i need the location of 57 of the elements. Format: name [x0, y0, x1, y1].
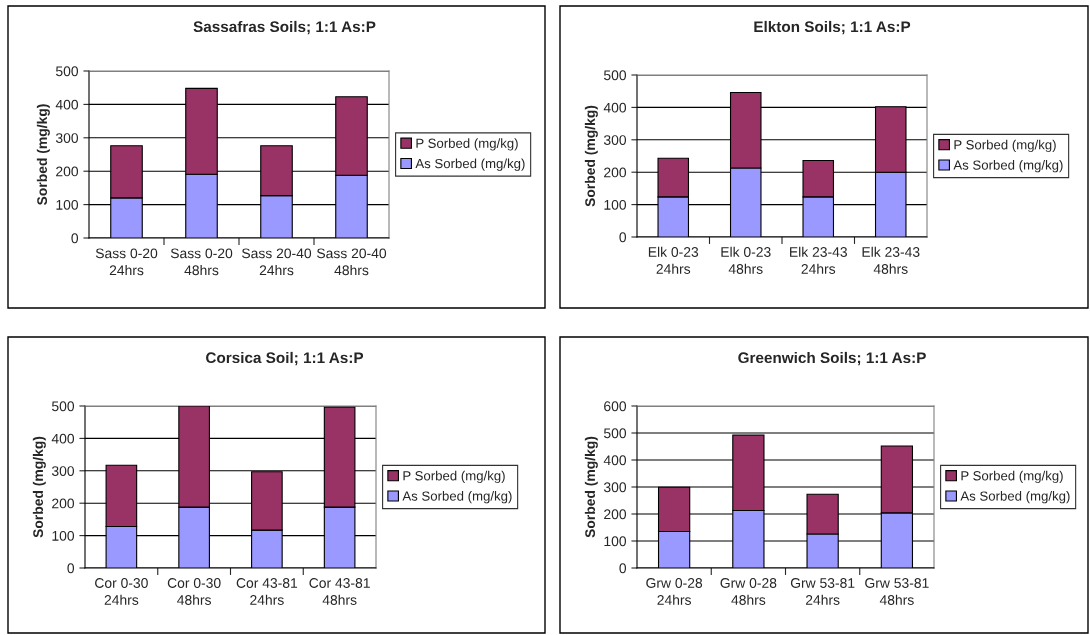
- y-tick-label: 100: [604, 199, 627, 210]
- y-tick-label: 0: [71, 233, 79, 244]
- x-tick-label: Sass 20-40 24hrs: [242, 248, 312, 276]
- x-tick-label: Grw 0-28 48hrs: [720, 578, 777, 605]
- y-tick-label: 400: [603, 102, 627, 113]
- y-tick-label: 300: [51, 466, 75, 476]
- y-tick-label: 300: [55, 133, 79, 143]
- y-tick-label: 500: [51, 401, 75, 412]
- x-tick-label: Cor 0-30 48hrs: [167, 578, 221, 605]
- x-tick-label: Sass 0-20 24hrs: [95, 248, 158, 276]
- legend-label: As Sorbed (mg/kg): [415, 158, 525, 171]
- x-tick-label: Elk 0-23 24hrs: [648, 246, 699, 274]
- x-tick-label: Cor 43-81 48hrs: [309, 578, 370, 605]
- y-tick-label: 300: [603, 482, 627, 493]
- x-tick-label: Cor 43-81 24hrs: [236, 578, 298, 605]
- legend-label: P Sorbed (mg/kg): [403, 470, 505, 484]
- y-tick-label: 200: [52, 498, 75, 509]
- x-tick-label: Elk 0-23 48hrs: [721, 246, 771, 274]
- y-axis-title: Sorbed (mg/kg): [36, 104, 50, 206]
- x-tick-label: Sass 0-20 48hrs: [170, 248, 233, 276]
- legend-label: P Sorbed (mg/kg): [961, 470, 1063, 484]
- x-tick-label: Elk 23-43 24hrs: [790, 246, 847, 274]
- y-tick-label: 0: [67, 563, 75, 574]
- legend-label: As Sorbed (mg/kg): [402, 491, 512, 504]
- y-tick-label: 0: [619, 232, 627, 243]
- legend-label: P Sorbed (mg/kg): [416, 138, 518, 151]
- y-tick-label: 300: [603, 135, 627, 145]
- y-tick-label: 200: [604, 167, 627, 178]
- chart-title: Elkton Soils; 1:1 As:P: [754, 20, 911, 35]
- x-tick-label: Elk 23-43 48hrs: [862, 246, 920, 274]
- chart-title: Corsica Soil; 1:1 As:P: [206, 351, 364, 366]
- y-tick-label: 500: [603, 428, 627, 439]
- legend-label: P Sorbed (mg/kg): [954, 139, 1056, 153]
- chart-title: Greenwich Soils; 1:1 As:P: [738, 351, 926, 366]
- y-axis-title: Sorbed (mg/kg): [584, 436, 598, 538]
- x-tick-label: Sass 20-40 48hrs: [317, 248, 387, 276]
- legend-label: As Sorbed (mg/kg): [960, 491, 1070, 504]
- y-tick-label: 500: [603, 70, 627, 81]
- x-tick-label: Grw 0-28 24hrs: [646, 578, 703, 605]
- y-tick-label: 200: [56, 166, 79, 177]
- x-tick-label: Cor 0-30 24hrs: [95, 578, 148, 605]
- y-axis-title: Sorbed (mg/kg): [584, 105, 598, 207]
- x-tick-label: Grw 53-81 48hrs: [865, 578, 929, 605]
- legend-label: As Sorbed (mg/kg): [953, 160, 1063, 173]
- x-tick-label: Grw 53-81 24hrs: [790, 578, 855, 605]
- y-tick-label: 400: [603, 455, 627, 466]
- y-tick-label: 100: [52, 530, 75, 541]
- y-tick-label: 600: [604, 401, 627, 412]
- y-tick-label: 100: [56, 199, 79, 210]
- y-tick-label: 100: [604, 536, 627, 547]
- y-tick-label: 0: [619, 563, 627, 574]
- y-tick-label: 200: [604, 509, 627, 520]
- y-tick-label: 400: [55, 99, 79, 110]
- y-tick-label: 400: [51, 433, 75, 444]
- chart-title: Sassafras Soils; 1:1 As:P: [193, 20, 376, 35]
- y-tick-label: 500: [55, 66, 79, 77]
- y-axis-title: Sorbed (mg/kg): [32, 436, 46, 538]
